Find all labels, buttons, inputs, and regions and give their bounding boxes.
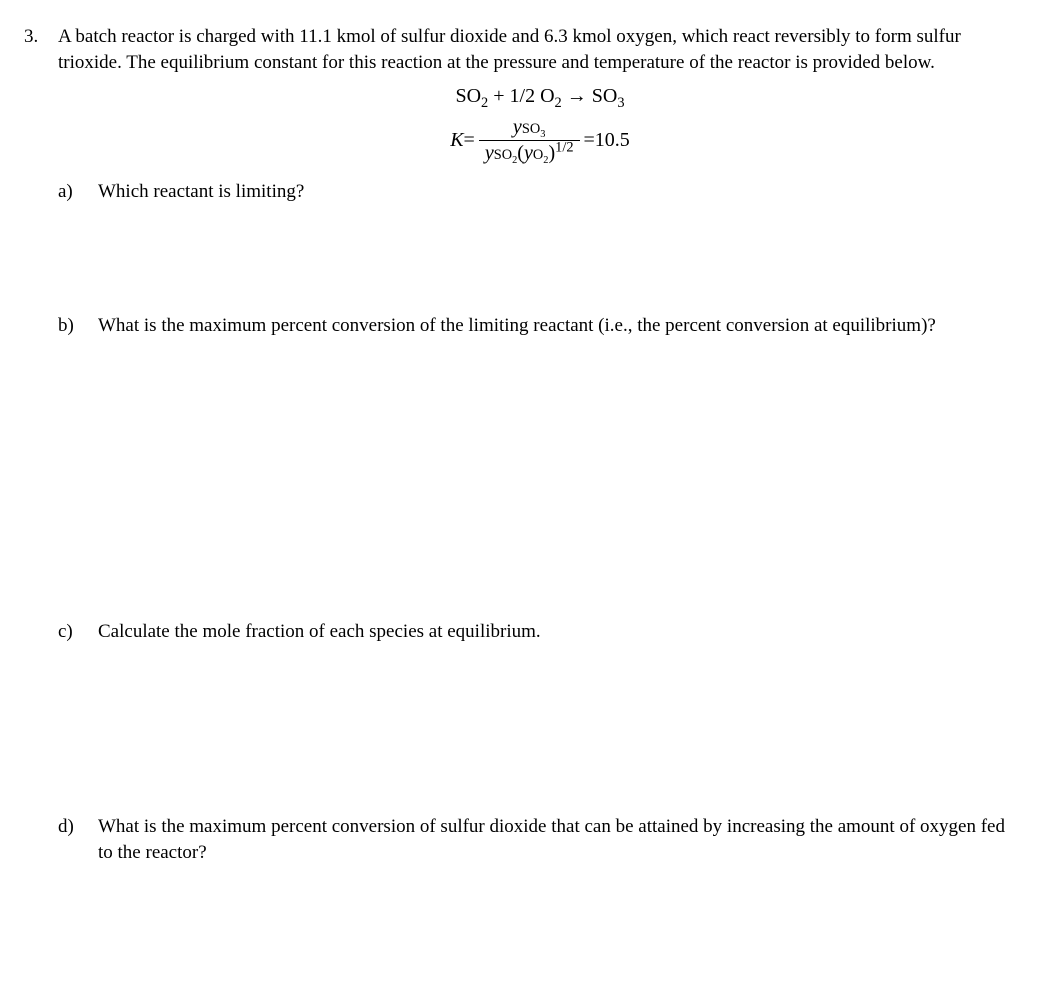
reaction-arrow: → <box>562 85 592 107</box>
reaction-equation: SO2 + 1/2 O2 → SO3 <box>58 83 1022 110</box>
k-fraction: ySO3 ySO2(yO2)1/2 <box>479 116 580 165</box>
problem-number: 3. <box>20 24 58 50</box>
fraction-denominator: ySO2(yO2)1/2 <box>479 141 580 165</box>
num-subscript: SO3 <box>522 121 546 137</box>
den-sub-o2: O2 <box>533 147 549 163</box>
equation-block: SO2 + 1/2 O2 → SO3 K = ySO3 ySO2(yO2)1/2 <box>58 83 1022 165</box>
part-a-text: Which reactant is limiting? <box>98 179 1022 205</box>
fraction-numerator: ySO3 <box>479 116 580 141</box>
part-c: c) Calculate the mole fraction of each s… <box>58 619 1022 645</box>
reaction-so3: SO3 <box>592 85 625 107</box>
spacer-b <box>58 339 1022 619</box>
den-sub-so2: SO2 <box>494 147 518 163</box>
k-variable: K <box>450 127 463 154</box>
k-value: 10.5 <box>595 127 630 154</box>
reaction-o2: O2 <box>540 85 562 107</box>
exponent-half: 1/2 <box>555 140 573 156</box>
part-b-label: b) <box>58 313 98 339</box>
coef-half: 1/2 <box>510 85 541 107</box>
equals-1: = <box>464 127 475 154</box>
reaction-so2: SO2 <box>455 85 488 107</box>
equals-2: = <box>584 127 595 154</box>
plus-sign: + <box>488 85 509 107</box>
part-c-text: Calculate the mole fraction of each spec… <box>98 619 1022 645</box>
part-d: d) What is the maximum percent conversio… <box>58 814 1022 865</box>
part-c-label: c) <box>58 619 98 645</box>
part-a: a) Which reactant is limiting? <box>58 179 1022 205</box>
spacer-a <box>58 205 1022 313</box>
spacer-c <box>58 644 1022 814</box>
equilibrium-expression: K = ySO3 ySO2(yO2)1/2 = 10.5 <box>58 116 1022 165</box>
part-d-text: What is the maximum percent conversion o… <box>98 814 1022 865</box>
problem-intro: A batch reactor is charged with 11.1 kmo… <box>58 24 1022 75</box>
part-b-text: What is the maximum percent conversion o… <box>98 313 1022 339</box>
part-a-label: a) <box>58 179 98 205</box>
problem-body: A batch reactor is charged with 11.1 kmo… <box>58 24 1022 865</box>
part-d-label: d) <box>58 814 98 840</box>
open-paren: ( <box>517 142 524 164</box>
part-b: b) What is the maximum percent conversio… <box>58 313 1022 339</box>
problem-3: 3. A batch reactor is charged with 11.1 … <box>20 24 1022 865</box>
